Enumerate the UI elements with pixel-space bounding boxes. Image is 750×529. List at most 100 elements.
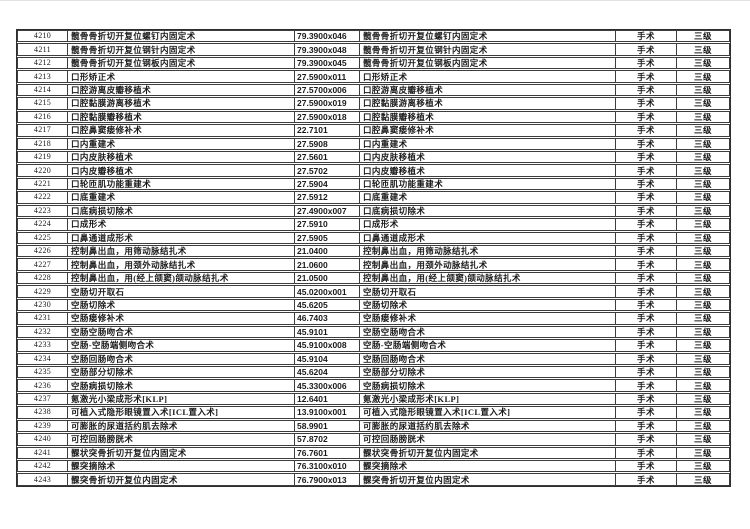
procedure-name: 空肠部分切除术 bbox=[68, 366, 295, 378]
level-cell: 三级 bbox=[693, 461, 712, 472]
procedure-name: 可膨胀的尿道括约肌去除术 bbox=[68, 420, 295, 432]
category-cell: 手术 bbox=[616, 165, 677, 176]
category-cell: 手术 bbox=[616, 434, 677, 445]
procedure-code: 27.5900x019 bbox=[295, 98, 360, 109]
table-row: 4228 控制鼻出血，用(经上颌窦)颌动脉结扎术 21.0500 控制鼻出血，用… bbox=[17, 271, 730, 285]
row-number: 4232 bbox=[18, 326, 68, 338]
procedure-code: 12.6401 bbox=[295, 393, 360, 405]
procedure-code: 21.0400 bbox=[295, 246, 360, 257]
procedure-code: 46.7403 bbox=[295, 313, 360, 324]
table-row: 4227 控制鼻出血，用颈外动脉结扎术 21.0600 控制鼻出血，用颈外动脉结… bbox=[17, 258, 730, 271]
level-cell: 三级 bbox=[693, 380, 712, 391]
row-number: 4239 bbox=[18, 420, 68, 432]
level-cell: 三级 bbox=[693, 152, 712, 163]
procedure-name-repeat: 空肠病损切除术 bbox=[360, 380, 616, 391]
row-number: 4216 bbox=[18, 111, 68, 123]
row-number: 4235 bbox=[18, 366, 68, 378]
category-cell: 手术 bbox=[616, 138, 677, 149]
table-row: 4211 髋骨骨折切开复位钢针内固定术 79.3900x048 髋骨骨折切开复位… bbox=[17, 43, 730, 56]
row-number: 4225 bbox=[18, 232, 68, 243]
procedure-name: 空肠空肠吻合术 bbox=[68, 326, 295, 338]
table-row: 4239 可膨胀的尿道括约肌去除术 58.9901 可膨胀的尿道括约肌去除术 手… bbox=[17, 419, 730, 433]
category-cell: 手术 bbox=[616, 272, 677, 284]
row-number: 4224 bbox=[18, 219, 68, 230]
table-row: 4234 空肠回肠吻合术 45.9104 空肠回肠吻合术 手术 三级 bbox=[17, 352, 730, 365]
procedure-name-repeat: 髁突摘除术 bbox=[360, 461, 616, 472]
category-cell: 手术 bbox=[616, 366, 677, 378]
category-cell: 手术 bbox=[616, 299, 677, 311]
category-cell: 手术 bbox=[616, 246, 677, 257]
table-row: 4225 口鼻通道成形术 27.5905 口鼻通道成形术 手术 三级 bbox=[17, 231, 730, 244]
procedure-code: 27.5908 bbox=[295, 138, 360, 149]
category-cell: 手术 bbox=[616, 340, 677, 351]
category-cell: 手术 bbox=[616, 380, 677, 391]
procedure-code: 27.5900x018 bbox=[295, 111, 360, 123]
procedure-name-repeat: 控制鼻出血，用颈外动脉结扎术 bbox=[360, 259, 616, 270]
row-number: 4223 bbox=[18, 205, 68, 217]
row-number: 4228 bbox=[18, 272, 68, 284]
procedure-code: 45.9104 bbox=[295, 353, 360, 364]
procedure-name-repeat: 口成形术 bbox=[360, 219, 616, 230]
level-cell: 三级 bbox=[693, 273, 712, 284]
table-row: 4237 氪激光小梁成形术[KLP] 12.6401 氪激光小梁成形术[KLP]… bbox=[17, 392, 730, 406]
row-number: 4226 bbox=[18, 246, 68, 257]
level-cell: 三级 bbox=[693, 165, 712, 176]
row-number: 4222 bbox=[18, 192, 68, 203]
table-row: 4214 口腔游离皮瓣移植术 27.5700x006 口腔游离皮瓣移植术 手术 … bbox=[17, 83, 730, 97]
procedure-name: 空肠-空肠端侧吻合术 bbox=[68, 340, 295, 351]
category-cell: 手术 bbox=[616, 326, 677, 338]
table-row: 4217 口腔鼻窦瘘修补术 22.7101 口腔鼻窦瘘修补术 手术 三级 bbox=[17, 124, 730, 137]
level-cell: 三级 bbox=[693, 179, 712, 190]
procedure-name-repeat: 口内重建术 bbox=[360, 138, 616, 149]
level-cell: 三级 bbox=[693, 44, 712, 55]
level-cell: 三级 bbox=[693, 367, 712, 378]
table-row: 4238 可植入式隐形眼镜置入术[ICL置入术] 13.9100x001 可植入… bbox=[17, 406, 730, 419]
procedure-name-repeat: 空肠切除术 bbox=[360, 299, 616, 311]
procedure-name-repeat: 可控回肠膀胱术 bbox=[360, 434, 616, 445]
level-cell: 三级 bbox=[693, 58, 712, 69]
procedure-code: 79.3900x045 bbox=[295, 57, 360, 69]
table-row: 4242 髁突摘除术 76.3100x010 髁突摘除术 手术 三级 bbox=[17, 460, 730, 473]
row-number: 4233 bbox=[18, 340, 68, 351]
procedure-name-repeat: 髁状突骨折切开复位内固定术 bbox=[360, 447, 616, 458]
category-cell: 手术 bbox=[616, 393, 677, 405]
level-cell: 三级 bbox=[693, 31, 712, 42]
table-row: 4212 髋骨骨折切开复位钢板内固定术 79.3900x045 髋骨骨折切开复位… bbox=[17, 56, 730, 70]
procedure-code: 27.4900x007 bbox=[295, 205, 360, 217]
procedure-name-repeat: 髋骨骨折切开复位螺钉内固定术 bbox=[360, 31, 616, 42]
procedure-name: 口内皮肤移植术 bbox=[68, 151, 295, 163]
table-row: 4216 口腔黏膜瓣移植术 27.5900x018 口腔黏膜瓣移植术 手术 三级 bbox=[17, 110, 730, 124]
row-number: 4242 bbox=[18, 461, 68, 472]
procedure-code: 76.7601 bbox=[295, 447, 360, 458]
row-number: 4227 bbox=[18, 259, 68, 270]
table-row: 4232 空肠空肠吻合术 45.9101 空肠空肠吻合术 手术 三级 bbox=[17, 325, 730, 339]
table-row: 4221 口轮匝肌功能重建术 27.5904 口轮匝肌功能重建术 手术 三级 bbox=[17, 177, 730, 191]
table-row: 4215 口腔黏膜游离移植术 27.5900x019 口腔黏膜游离移植术 手术 … bbox=[17, 97, 730, 110]
procedure-code: 27.5702 bbox=[295, 165, 360, 176]
procedure-name: 控制鼻出血，用(经上颌窦)颌动脉结扎术 bbox=[68, 272, 295, 284]
procedure-name: 口腔游离皮瓣移植术 bbox=[68, 84, 295, 96]
procedure-name-repeat: 空肠-空肠端侧吻合术 bbox=[360, 340, 616, 351]
procedure-code: 45.6204 bbox=[295, 366, 360, 378]
procedure-name-repeat: 口轮匝肌功能重建术 bbox=[360, 178, 616, 190]
level-cell: 三级 bbox=[693, 125, 712, 136]
category-cell: 手术 bbox=[616, 259, 677, 270]
procedure-code: 45.9101 bbox=[295, 326, 360, 338]
procedure-name-repeat: 口底重建术 bbox=[360, 192, 616, 203]
procedure-name-repeat: 可植入式隐形眼镜置入术[ICL置入术] bbox=[360, 407, 616, 418]
procedure-code: 57.8702 bbox=[295, 434, 360, 445]
procedure-code: 27.5912 bbox=[295, 192, 360, 203]
procedure-name: 空肠切开取石 bbox=[68, 286, 295, 297]
procedure-name-repeat: 口形矫正术 bbox=[360, 71, 616, 82]
table-row: 4243 髁突骨折切开复位内固定术 76.7900x013 髁突骨折切开复位内固… bbox=[17, 473, 730, 486]
procedure-code: 13.9100x001 bbox=[295, 407, 360, 418]
category-cell: 手术 bbox=[616, 84, 677, 96]
category-cell: 手术 bbox=[616, 407, 677, 418]
table-row: 4218 口内重建术 27.5908 口内重建术 手术 三级 bbox=[17, 137, 730, 150]
procedure-name: 空肠瘘修补术 bbox=[68, 313, 295, 324]
procedure-name-repeat: 口底病损切除术 bbox=[360, 205, 616, 217]
level-cell: 三级 bbox=[693, 447, 712, 458]
procedure-name-repeat: 空肠瘘修补术 bbox=[360, 313, 616, 324]
procedure-code: 76.7900x013 bbox=[295, 474, 360, 485]
